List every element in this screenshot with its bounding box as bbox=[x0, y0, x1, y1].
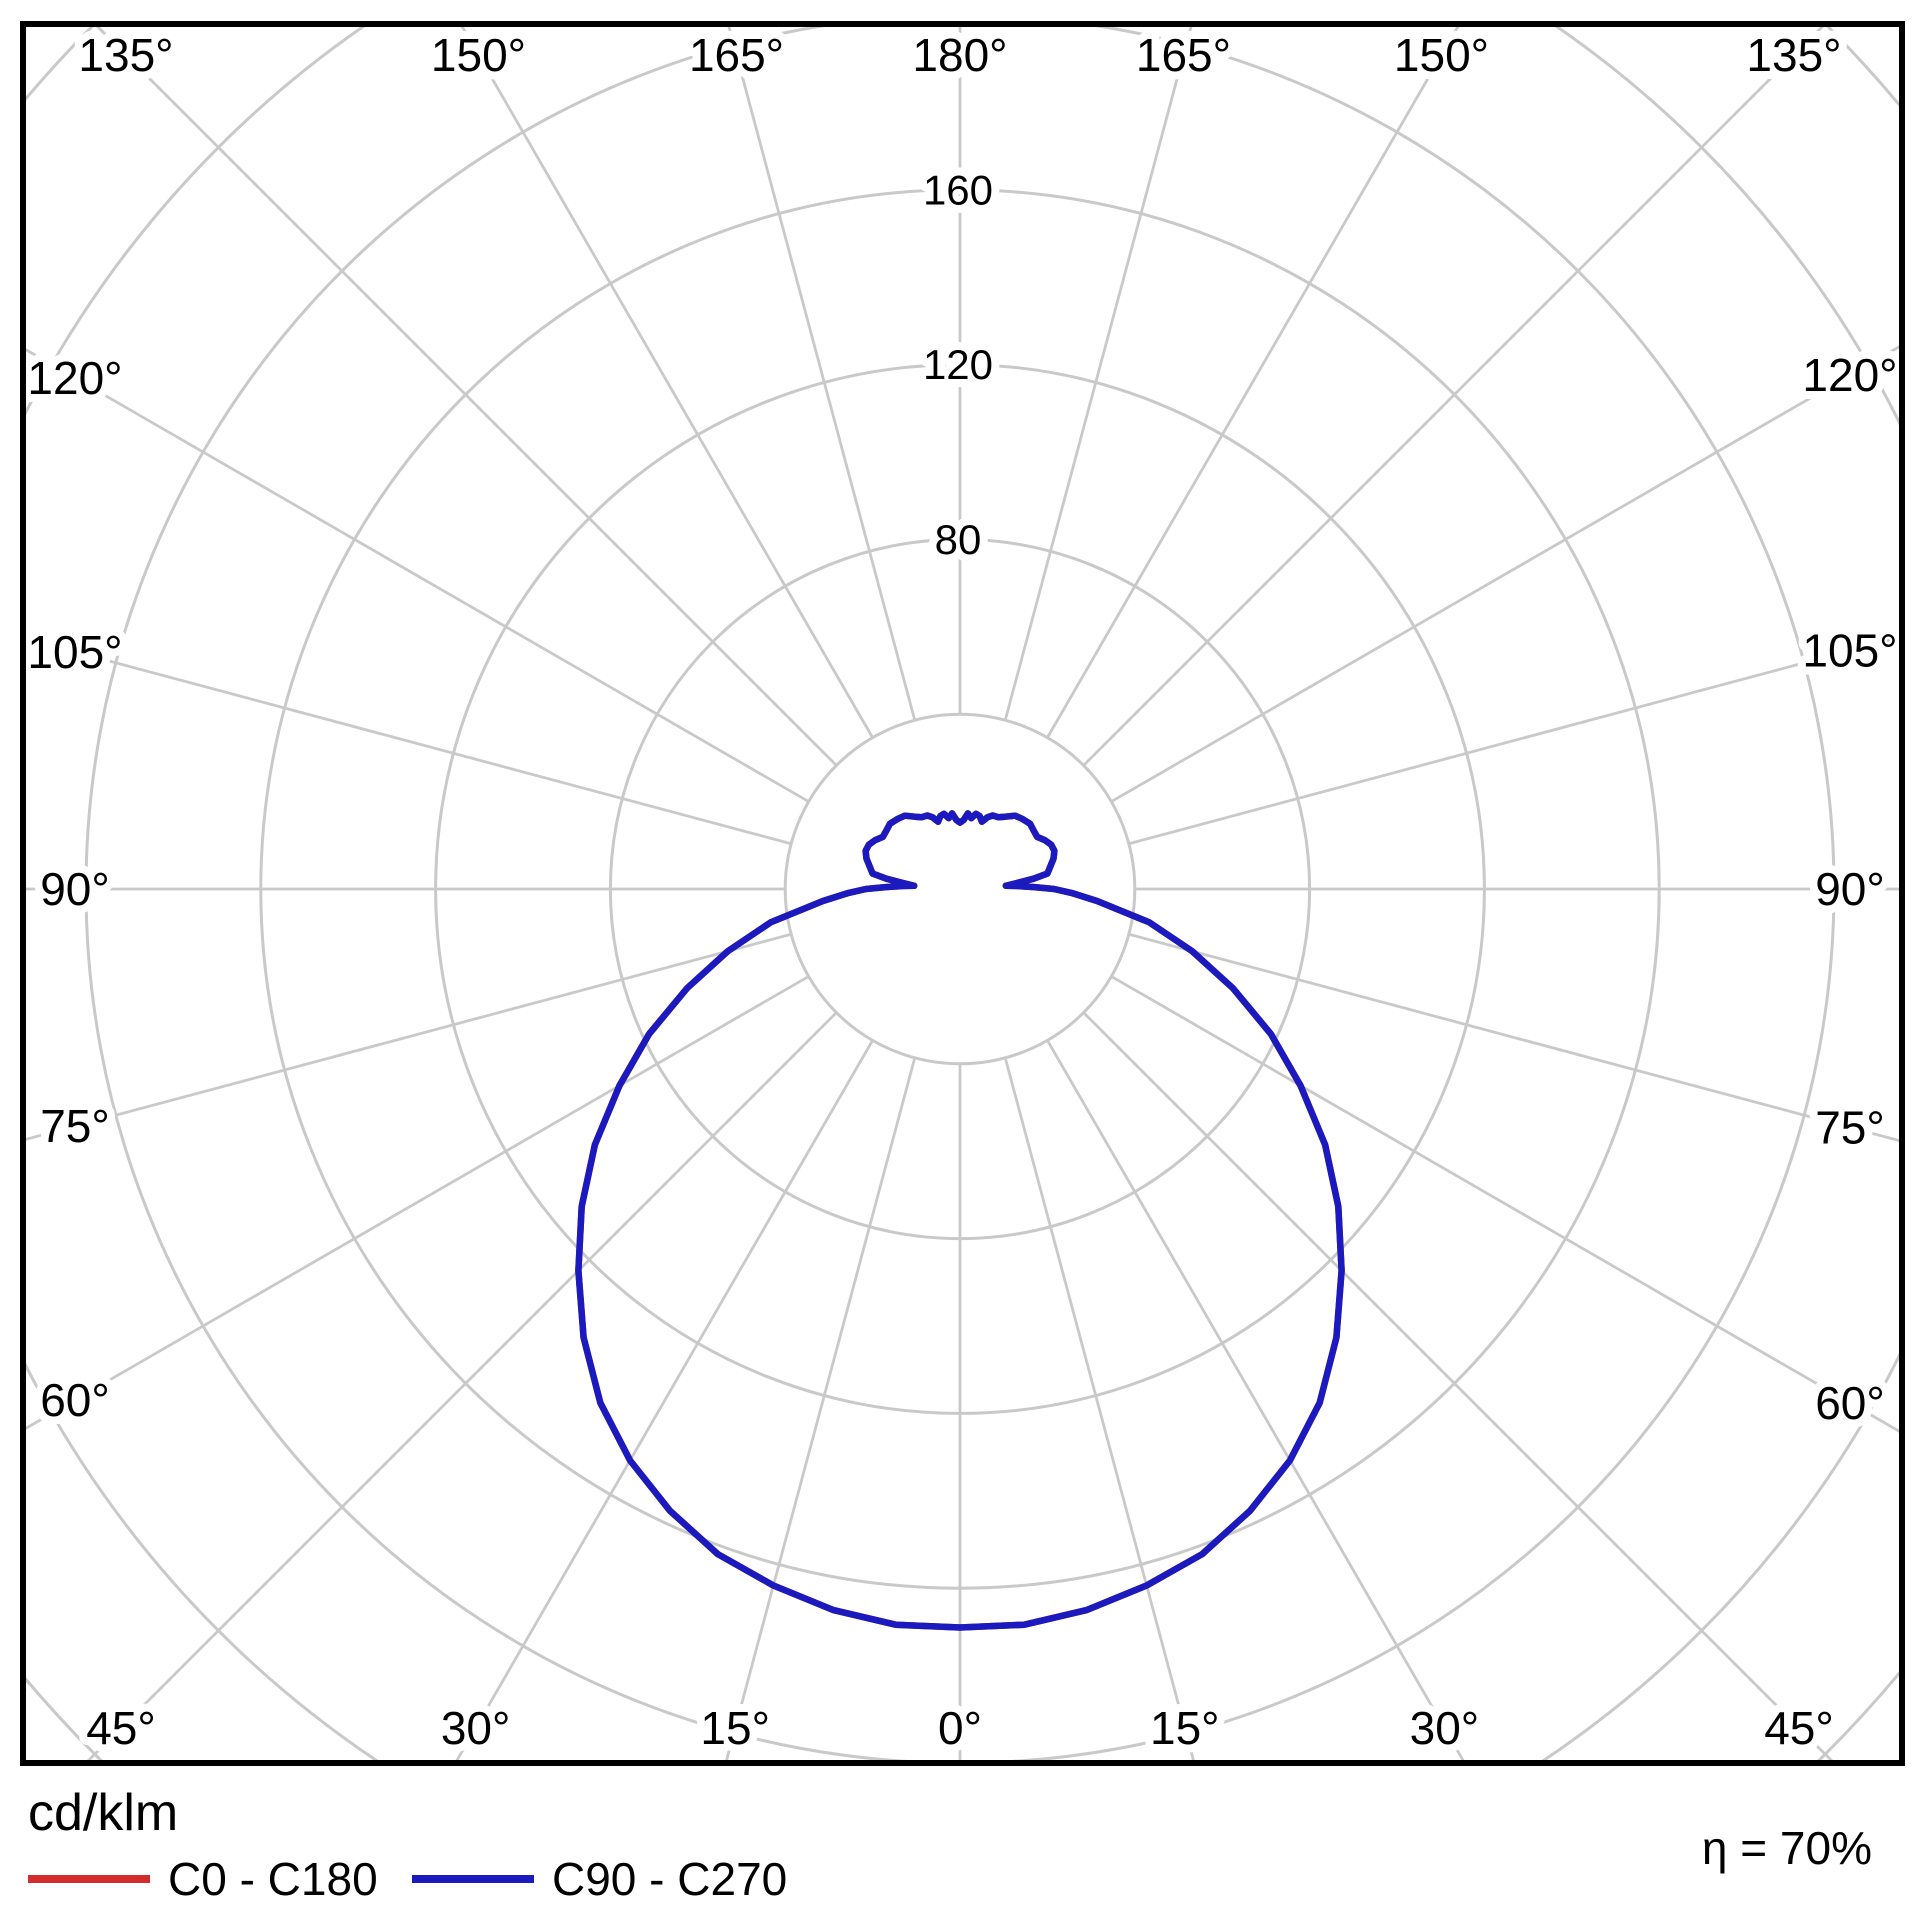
angle-label-60-r: 60° bbox=[1815, 1377, 1885, 1429]
angle-label-105-r: 105° bbox=[1802, 625, 1897, 677]
angle-label-150-r: 150° bbox=[1394, 29, 1489, 81]
angle-label-45-l: 45° bbox=[86, 1702, 156, 1754]
angle-label-90-r: 90° bbox=[1815, 863, 1885, 915]
grid-spoke-315 bbox=[87, 1011, 838, 1760]
plot-frame bbox=[20, 21, 1905, 1766]
legend-label-c0-c180: C0 - C180 bbox=[168, 1853, 378, 1905]
angle-label-15-l: 15° bbox=[700, 1702, 770, 1754]
angle-label-165-l: 165° bbox=[689, 29, 784, 81]
angle-label-105-l: 105° bbox=[27, 626, 122, 678]
grid-spoke-300 bbox=[26, 975, 810, 1430]
efficiency-label: η = 70% bbox=[1702, 1822, 1872, 1874]
grid-spoke-75 bbox=[1128, 932, 1899, 1143]
angle-label-120-l: 120° bbox=[27, 352, 122, 404]
grid-spoke-330 bbox=[455, 1039, 874, 1760]
angle-label-180-r: 180° bbox=[912, 29, 1007, 81]
grid-spoke-240 bbox=[26, 348, 810, 803]
grid-spoke-345 bbox=[725, 1057, 917, 1760]
angle-label-15-r: 15° bbox=[1150, 1702, 1220, 1754]
grid-spoke-195 bbox=[727, 27, 917, 721]
grid-ring-40 bbox=[783, 712, 1137, 1066]
curve-C90-C270 bbox=[575, 810, 1345, 1631]
grid-spoke-105 bbox=[1128, 635, 1899, 846]
grid-spoke-45 bbox=[1082, 1011, 1833, 1760]
ring-label-80: 80 bbox=[935, 516, 982, 563]
grid-spoke-15 bbox=[1003, 1057, 1195, 1760]
angle-label-75-l: 75° bbox=[40, 1100, 110, 1152]
grid-spoke-285 bbox=[26, 932, 792, 1141]
angle-label-45-r: 45° bbox=[1764, 1702, 1834, 1754]
ring-label-160: 160 bbox=[923, 166, 993, 213]
intensity-curves bbox=[575, 810, 1345, 1631]
unit-label: cd/klm bbox=[28, 1784, 178, 1842]
grid-spoke-120 bbox=[1110, 345, 1899, 803]
angle-label-150-l: 150° bbox=[431, 29, 526, 81]
grid-spoke-165 bbox=[1003, 27, 1193, 721]
angle-label-30-r: 30° bbox=[1410, 1702, 1480, 1754]
grid-spoke-255 bbox=[26, 637, 792, 846]
angle-label-0-r: 0° bbox=[938, 1702, 982, 1754]
grid-spoke-30 bbox=[1046, 1039, 1465, 1760]
grid-spoke-210 bbox=[460, 27, 874, 739]
angle-label-60-l: 60° bbox=[40, 1374, 110, 1426]
angle-label-120-r: 120° bbox=[1802, 349, 1897, 401]
angle-label-90-l: 90° bbox=[40, 863, 110, 915]
angle-label-75-r: 75° bbox=[1815, 1101, 1885, 1153]
grid-spoke-60 bbox=[1110, 975, 1899, 1433]
axis-labels: 80 120 160 0° 15° 15° 30° 30° 45° 45° 60° 60° 75° 75°… bbox=[19, 21, 1905, 1762]
ring-label-120: 120 bbox=[923, 341, 993, 388]
angle-label-165-r: 165° bbox=[1136, 29, 1231, 81]
legend-label-c90-c270: C90 - C270 bbox=[552, 1853, 787, 1905]
angle-label-30-l: 30° bbox=[441, 1702, 511, 1754]
angle-label-135-l: 135° bbox=[78, 29, 173, 81]
grid-spoke-150 bbox=[1046, 27, 1460, 739]
grid-spoke-135 bbox=[1082, 27, 1824, 767]
angle-label-135-r: 135° bbox=[1746, 29, 1841, 81]
grid-spoke-225 bbox=[96, 27, 838, 767]
